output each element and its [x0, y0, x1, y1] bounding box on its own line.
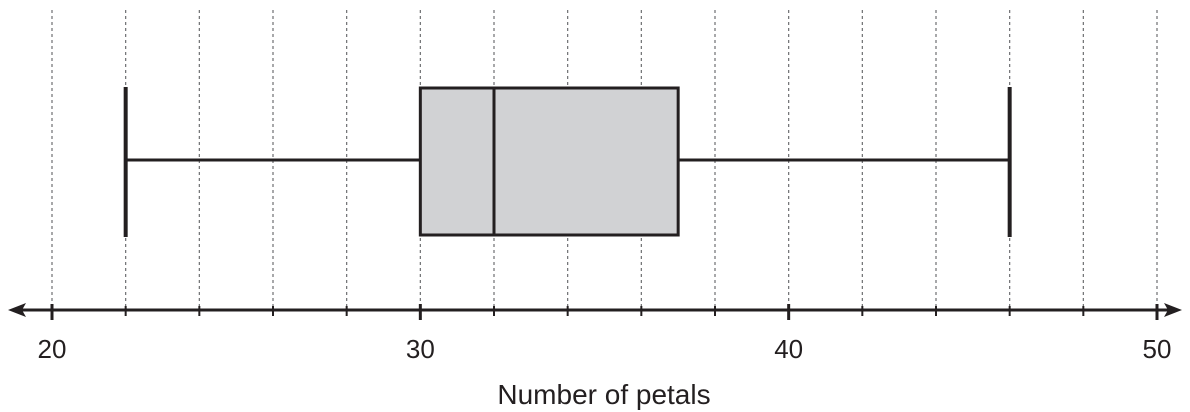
number-line-axis — [8, 303, 1182, 320]
tick-label-40: 40 — [774, 334, 803, 364]
x-axis-title: Number of petals — [497, 379, 710, 410]
axis-left-arrow — [8, 303, 26, 317]
tick-labels: 20 30 40 50 — [38, 334, 1172, 364]
tick-label-20: 20 — [38, 334, 67, 364]
gridlines — [51, 10, 1158, 308]
interquartile-box — [418, 86, 680, 237]
tick-label-50: 50 — [1143, 334, 1172, 364]
axis-right-arrow — [1164, 303, 1182, 317]
box-and-whisker — [123, 86, 1012, 237]
tick-label-30: 30 — [406, 334, 435, 364]
